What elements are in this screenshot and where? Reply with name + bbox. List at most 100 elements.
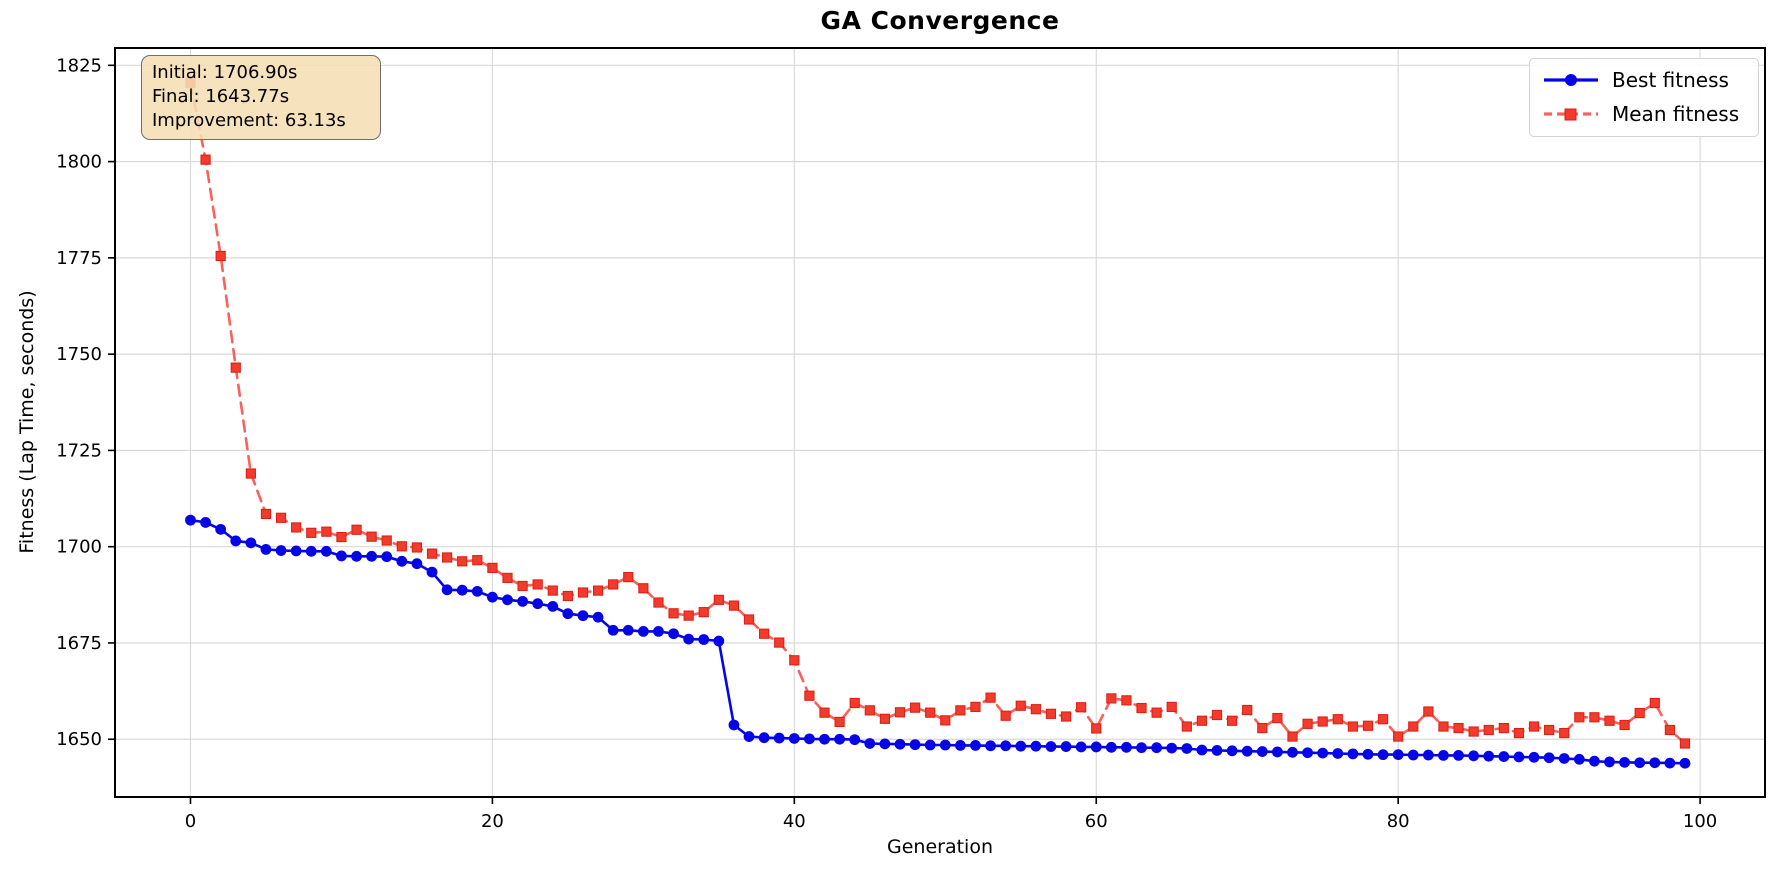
legend-item-best-fitness: Best fitness [1542, 67, 1746, 93]
mean-fitness-marker [562, 590, 573, 602]
mean-fitness-marker [804, 690, 815, 701]
y-tick-label: 1650 [56, 729, 102, 750]
best-fitness-marker [1015, 740, 1027, 752]
mean-fitness-marker [275, 512, 287, 523]
best-fitness-marker [728, 719, 740, 731]
mean-fitness-marker [1211, 709, 1223, 721]
y-tick-label: 1825 [56, 55, 102, 76]
mean-fitness-marker [472, 555, 483, 566]
mean-fitness-marker [789, 655, 800, 666]
annotation-line-final: Final: 1643.77s [152, 86, 290, 107]
mean-fitness-marker [1287, 731, 1298, 742]
plot-border [114, 47, 1766, 798]
y-tick-label: 1800 [56, 152, 102, 173]
mean-fitness-marker [1060, 711, 1072, 722]
mean-fitness-line-sample [1544, 108, 1598, 121]
best-fitness-marker [954, 739, 966, 751]
legend-label-best-fitness: Best fitness [1612, 68, 1729, 92]
mean-fitness-marker [759, 628, 770, 639]
best-fitness-marker [1226, 745, 1238, 757]
mean-fitness-marker [849, 697, 860, 709]
best-fitness-marker [894, 738, 906, 750]
mean-fitness-marker [909, 702, 921, 713]
mean-fitness-marker [819, 707, 830, 718]
mean-fitness-marker [1302, 718, 1313, 729]
mean-fitness-marker [834, 716, 845, 728]
y-axis-label: Fitness (Lap Time, seconds) [16, 290, 38, 554]
best-fitness-marker [1287, 746, 1298, 758]
best-fitness-marker [804, 733, 815, 745]
mean-fitness-marker [426, 548, 438, 559]
best-fitness-marker [1679, 757, 1691, 769]
legend-item-mean-fitness: Mean fitness [1542, 101, 1746, 127]
mean-fitness-marker [683, 610, 694, 621]
mean-fitness-marker [1513, 727, 1525, 739]
best-fitness-marker [1256, 746, 1268, 757]
mean-fitness-marker [879, 713, 890, 724]
mean-fitness-marker [245, 468, 256, 479]
best-fitness-marker [758, 732, 770, 744]
series-line-mean-fitness [189, 81, 1687, 745]
best-fitness-marker [1438, 750, 1449, 761]
mean-fitness-marker [592, 585, 604, 596]
annotation-box: Initial: 1706.90s Final: 1643.77s Improv… [141, 55, 381, 140]
mean-fitness-marker [940, 715, 951, 726]
best-fitness-marker [879, 738, 891, 750]
mean-fitness-marker [925, 707, 936, 718]
mean-fitness-marker [547, 585, 558, 596]
best-fitness-marker [411, 558, 423, 570]
mean-fitness-marker [1347, 721, 1358, 732]
mean-fitness-marker [366, 531, 377, 542]
mean-fitness-marker [1393, 731, 1404, 742]
best-fitness-marker [1483, 750, 1495, 762]
best-fitness-marker [622, 624, 634, 636]
mean-fitness-marker [1257, 722, 1268, 734]
best-fitness-marker [1105, 741, 1117, 753]
mean-fitness-marker [1483, 724, 1494, 736]
mean-fitness-marker [1030, 704, 1041, 715]
mean-fitness-marker [1045, 708, 1057, 719]
mean-fitness-marker [260, 508, 272, 520]
mean-fitness-marker [1468, 726, 1479, 737]
best-fitness-marker [698, 634, 710, 645]
mean-fitness-marker [291, 522, 302, 533]
mean-fitness-marker [728, 600, 740, 611]
mean-fitness-marker [955, 705, 966, 716]
mean-fitness-marker [774, 637, 785, 648]
mean-fitness-marker [1015, 700, 1026, 711]
x-tick-label: 60 [1085, 811, 1108, 832]
best-fitness-marker [1347, 748, 1359, 760]
y-tick-label: 1700 [56, 537, 102, 558]
mean-fitness-marker [517, 580, 528, 592]
x-tick-label: 80 [1387, 811, 1410, 832]
best-fitness-marker [1422, 749, 1434, 761]
best-fitness-marker [381, 551, 393, 563]
best-fitness-marker [668, 628, 679, 640]
legend-label-mean-fitness: Mean fitness [1612, 102, 1740, 126]
x-axis-label: Generation [887, 836, 993, 858]
mean-fitness-marker [1227, 715, 1238, 726]
best-fitness-marker [743, 731, 755, 742]
mean-fitness-marker [1332, 714, 1343, 725]
best-fitness-marker [305, 545, 317, 557]
mean-fitness-marker [577, 587, 589, 598]
mean-fitness-marker [1423, 706, 1434, 717]
best-fitness-marker [260, 543, 272, 555]
mean-fitness-marker [230, 362, 241, 373]
best-fitness-marker [1000, 740, 1012, 752]
mean-fitness-marker [1604, 715, 1615, 726]
best-fitness-line-sample [1544, 74, 1598, 86]
best-fitness-marker [864, 738, 876, 749]
mean-fitness-marker [1242, 704, 1253, 716]
best-fitness-marker [1045, 741, 1057, 752]
best-fitness-marker [1558, 753, 1570, 764]
mean-fitness-marker [336, 531, 347, 543]
best-fitness-marker [653, 626, 664, 637]
best-fitness-marker [366, 550, 378, 562]
best-fitness-marker [1211, 745, 1223, 756]
annotation-line-improvement: Improvement: 63.13s [152, 110, 346, 131]
mean-fitness-marker [1196, 715, 1208, 726]
best-fitness-marker [351, 550, 362, 562]
best-fitness-marker [1498, 751, 1510, 762]
